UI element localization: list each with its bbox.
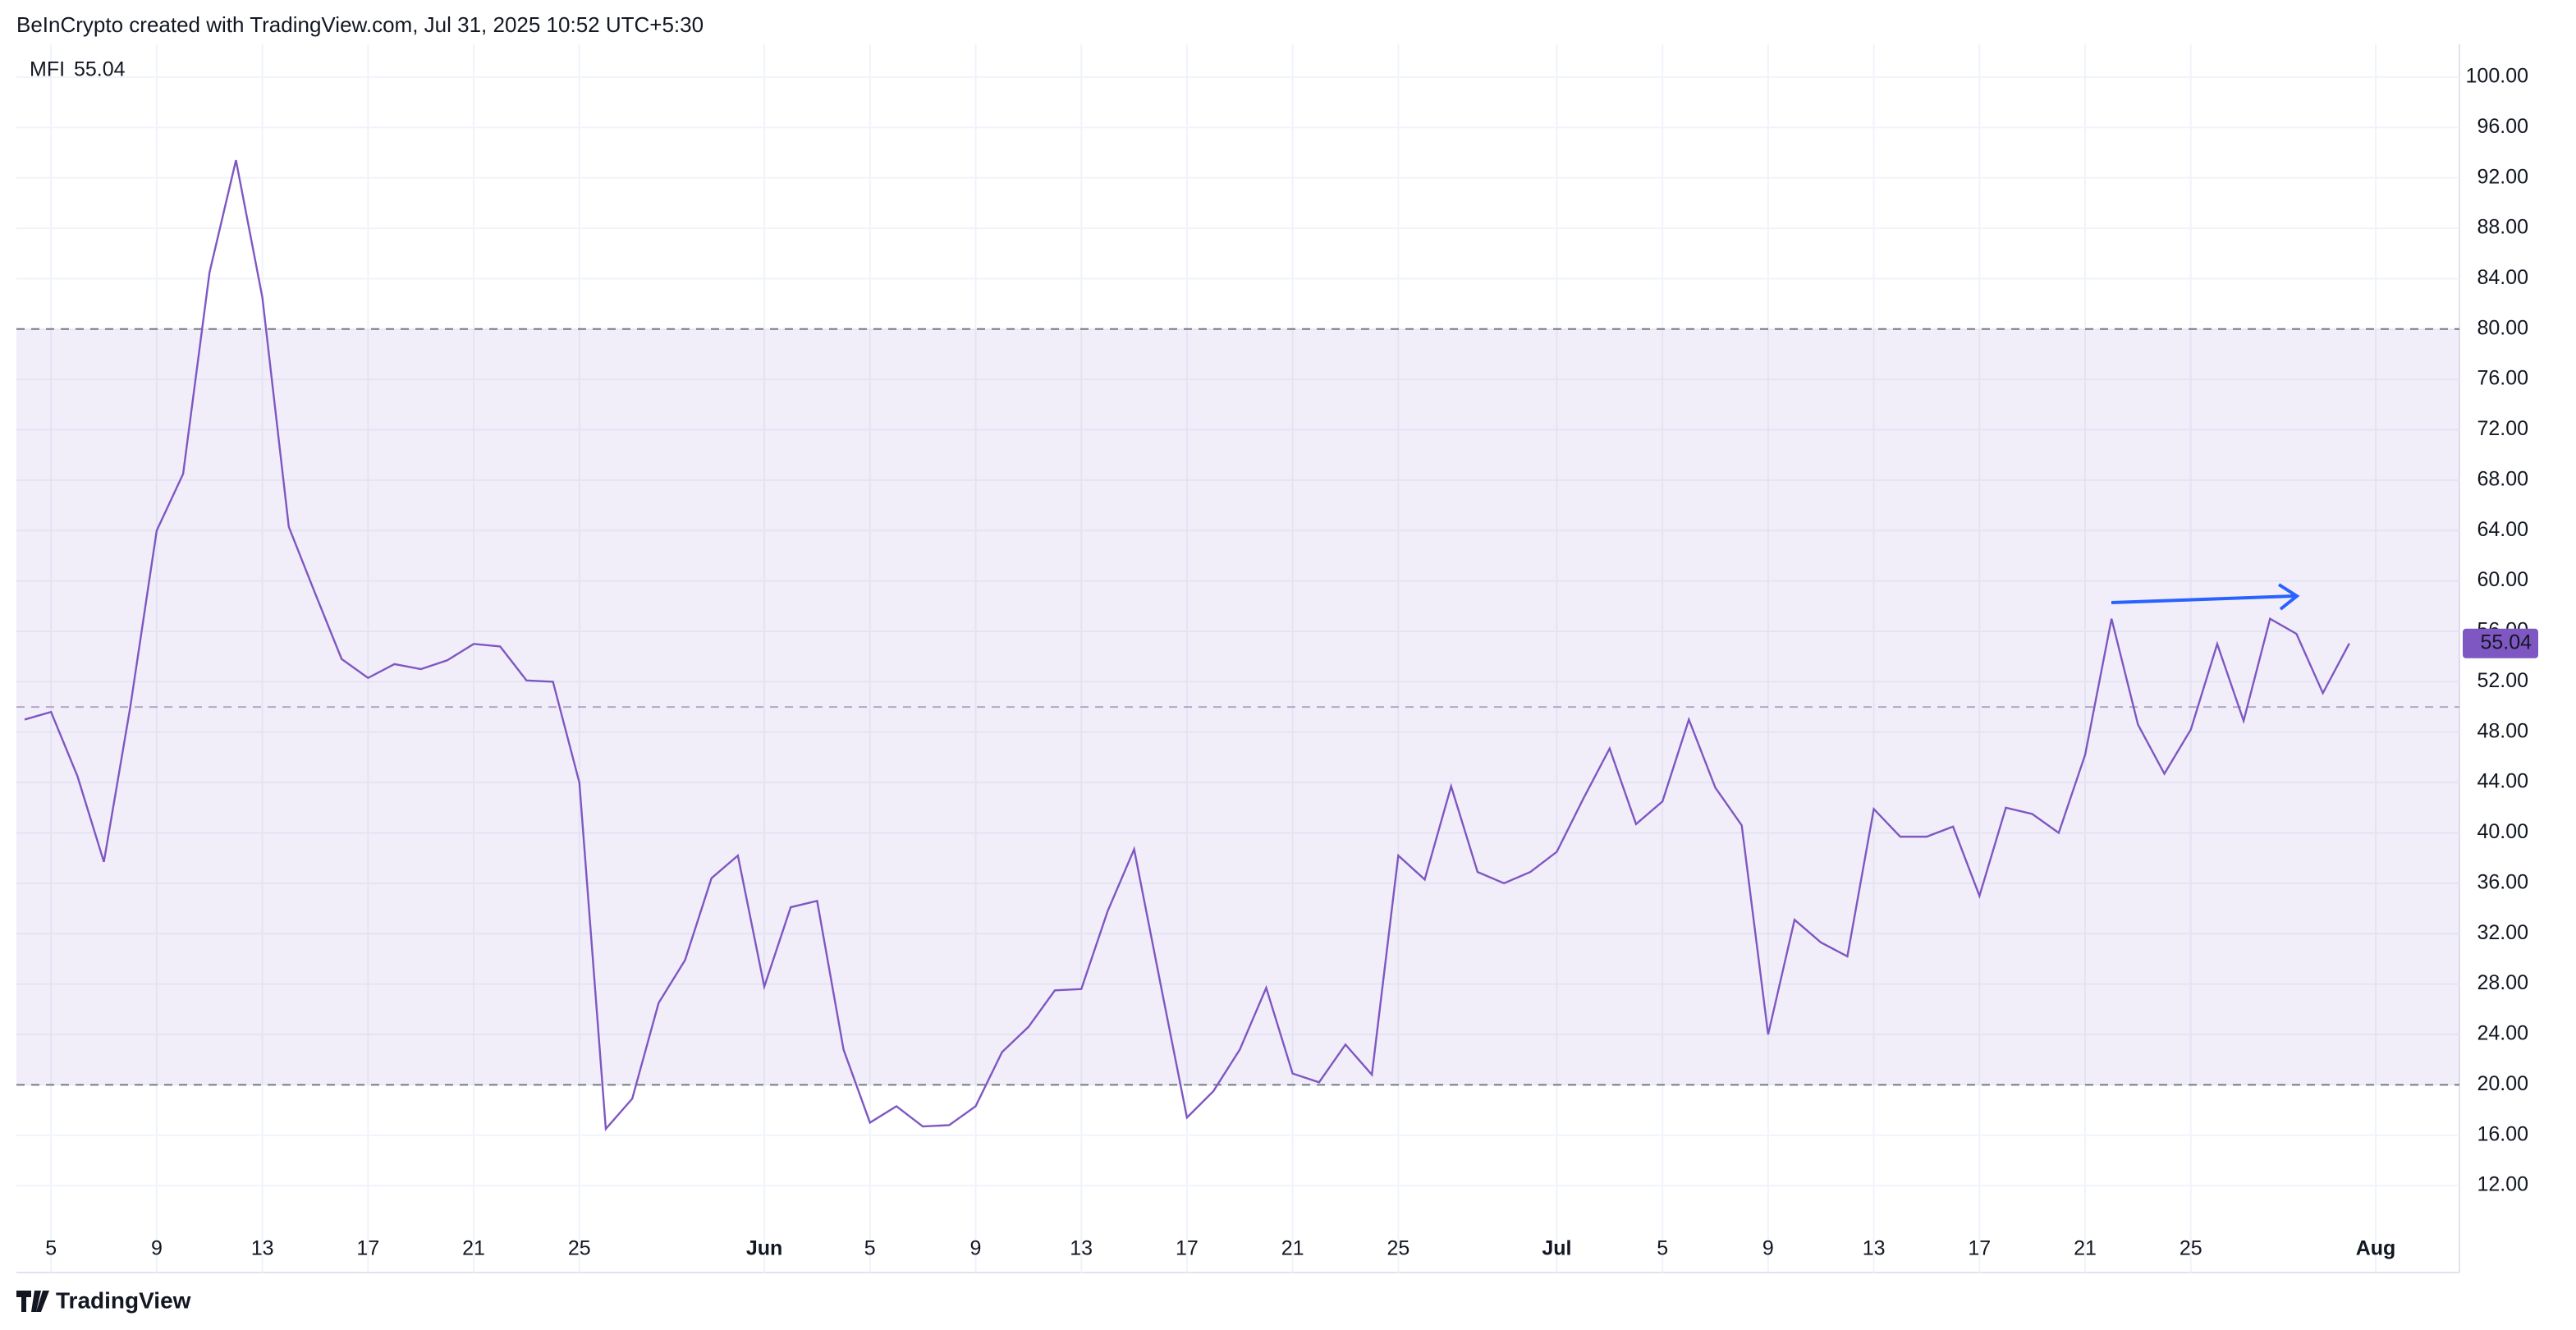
y-tick-label: 24.00 <box>2477 1022 2528 1045</box>
brand-text: TradingView <box>56 1287 191 1313</box>
x-tick-label: 17 <box>356 1237 379 1260</box>
y-tick-label: 100.00 <box>2466 65 2528 88</box>
y-tick-label: 20.00 <box>2477 1072 2528 1095</box>
legend-value: 55.04 <box>74 58 126 81</box>
logo-icon <box>16 1291 49 1312</box>
y-tick-label: 32.00 <box>2477 921 2528 944</box>
x-tick-label: 17 <box>1176 1237 1199 1260</box>
brand-logo: TradingView <box>16 1287 191 1313</box>
x-tick-label: 5 <box>1657 1237 1668 1260</box>
x-tick-label: Aug <box>2356 1237 2396 1260</box>
x-tick-label: 9 <box>1762 1237 1774 1260</box>
x-tick-label: 25 <box>1387 1237 1409 1260</box>
y-tick-label: 84.00 <box>2477 266 2528 289</box>
y-tick-label: 60.00 <box>2477 568 2528 591</box>
arrow-shaft <box>2111 594 2296 604</box>
plot-area <box>16 44 2459 1273</box>
x-tick-label: 9 <box>970 1237 982 1260</box>
y-tick-label: 96.00 <box>2477 115 2528 138</box>
x-tick-label: Jul <box>1542 1237 1571 1260</box>
x-tick-label: 21 <box>462 1237 485 1260</box>
y-tick-label: 80.00 <box>2477 316 2528 339</box>
arrow-head <box>2277 583 2300 611</box>
x-tick-label: 9 <box>151 1237 163 1260</box>
y-tick-label: 52.00 <box>2477 669 2528 692</box>
y-tick-label: 40.00 <box>2477 820 2528 843</box>
y-tick-label: 88.00 <box>2477 216 2528 239</box>
y-tick-label: 64.00 <box>2477 518 2528 541</box>
y-tick-label: 92.00 <box>2477 165 2528 188</box>
y-tick-label: 28.00 <box>2477 971 2528 994</box>
y-tick-label: 68.00 <box>2477 467 2528 490</box>
x-tick-label: 13 <box>251 1237 274 1260</box>
last-value-badge <box>2463 628 2538 658</box>
header-text: BeInCrypto created with TradingView.com,… <box>16 12 704 37</box>
y-tick-label: 72.00 <box>2477 417 2528 440</box>
annotation-arrow <box>2111 583 2300 611</box>
x-tick-label: 21 <box>2074 1237 2097 1260</box>
mfi-line <box>24 159 2350 1132</box>
y-tick-label: 12.00 <box>2477 1173 2528 1196</box>
y-tick-label: 36.00 <box>2477 870 2528 893</box>
y-tick-label: 44.00 <box>2477 770 2528 793</box>
y-tick-label: 76.00 <box>2477 367 2528 390</box>
y-tick-label: 48.00 <box>2477 719 2528 742</box>
y-tick-label: 16.00 <box>2477 1122 2528 1145</box>
x-tick-label: Jun <box>746 1237 782 1260</box>
x-tick-label: 13 <box>1070 1237 1093 1260</box>
x-tick-label: 13 <box>1863 1237 1886 1260</box>
x-tick-label: 25 <box>2180 1237 2202 1260</box>
legend-name: MFI <box>30 58 65 81</box>
x-tick-label: 17 <box>1968 1237 1991 1260</box>
x-tick-label: 25 <box>568 1237 591 1260</box>
x-tick-label: 21 <box>1281 1237 1304 1260</box>
x-tick-label: 5 <box>864 1237 876 1260</box>
x-tick-label: 5 <box>45 1237 57 1260</box>
last-value-label: 55.04 <box>2480 631 2532 654</box>
